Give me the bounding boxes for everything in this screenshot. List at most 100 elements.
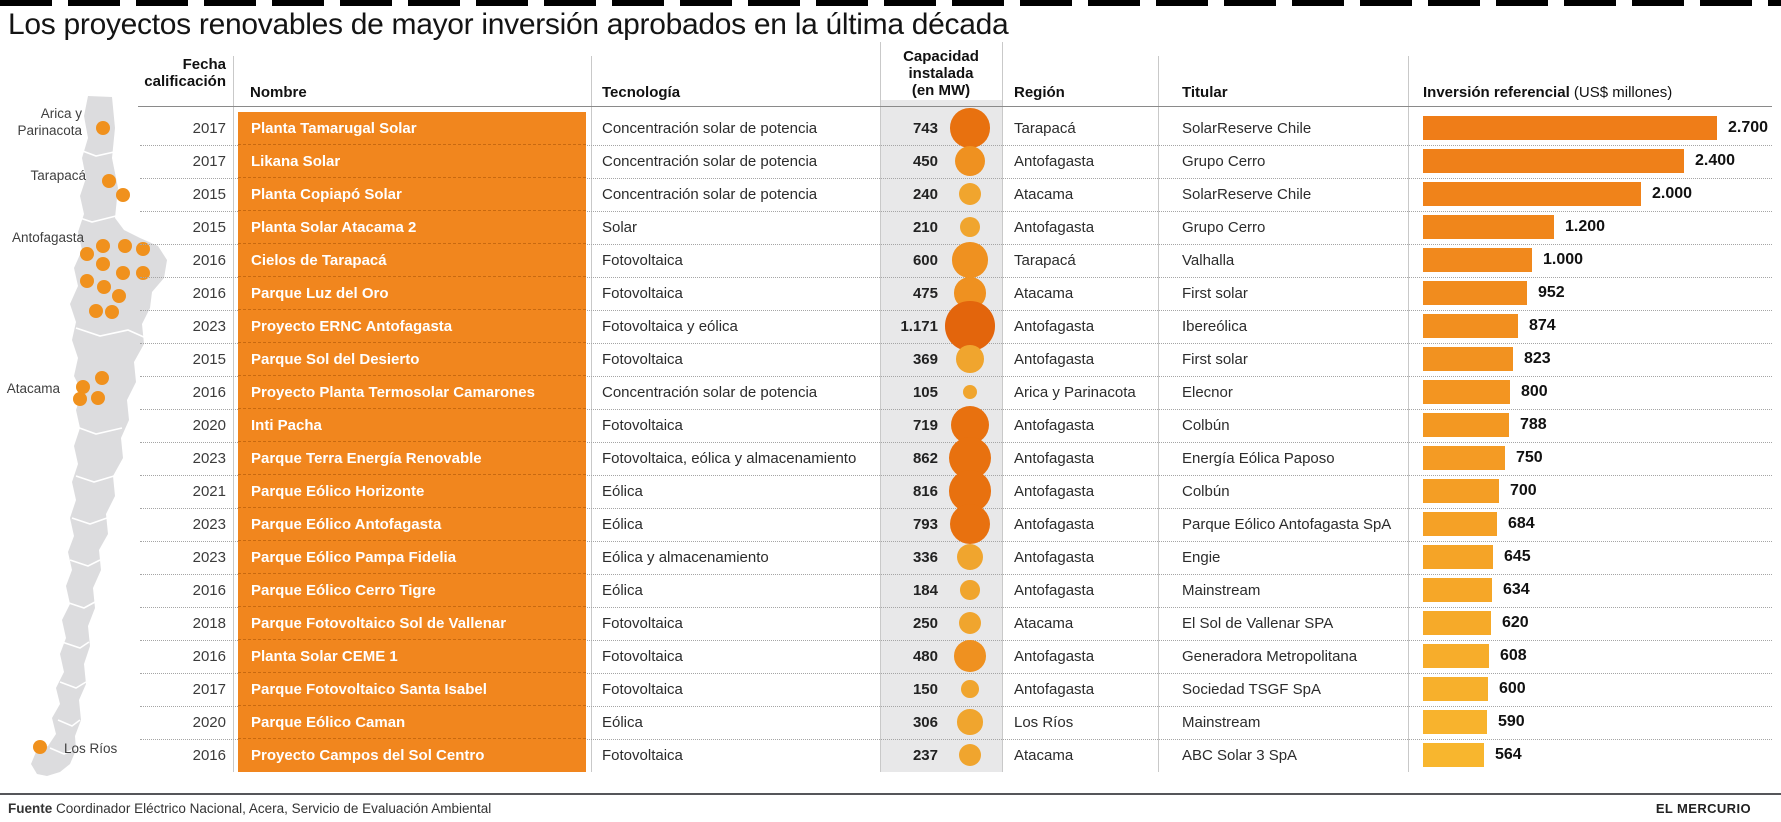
inversion-value: 634 [1503,580,1530,598]
capacidad-value: 480 [912,647,938,665]
inversion-bar [1423,545,1493,569]
titular-cell: Mainstream [1182,581,1261,599]
region-cell: Atacama [1014,614,1074,632]
chile-map-outline [31,96,167,776]
capacidad-value: 237 [912,746,938,764]
tecnologia-cell: Concentración solar de potencia [602,119,818,137]
source-note: Fuente Coordinador Eléctrico Nacional, A… [8,801,491,816]
inversion-bar [1423,314,1518,338]
inversion-bar [1423,347,1513,371]
capacidad-value: 336 [912,548,938,566]
region-cell: Antofagasta [1014,317,1095,335]
row-separator [140,540,1772,542]
row-separator [140,705,1772,707]
region-cell: Tarapacá [1014,251,1076,269]
column-divider [1158,56,1159,772]
titular-cell: SolarReserve Chile [1182,119,1312,137]
row-separator [140,144,1772,146]
region-cell: Antofagasta [1014,218,1095,236]
region-cell: Antofagasta [1014,515,1095,533]
capacidad-bubble [958,743,982,767]
region-cell: Antofagasta [1014,152,1095,170]
project-dot [96,257,110,271]
capacidad-value: 240 [912,185,938,203]
capacidad-bubble [950,108,990,148]
region-borders [49,149,147,755]
tecnologia-cell: Concentración solar de potencia [602,185,818,203]
fecha-cell: 2023 [192,317,226,335]
project-dot [96,239,110,253]
inversion-value: 2.000 [1652,184,1693,202]
fecha-cell: 2016 [192,647,226,665]
titular-cell: First solar [1182,284,1248,302]
col-header-inversion-unit: (US$ millones) [1569,84,1673,101]
capacidad-value: 793 [912,515,938,533]
col-header-fecha-line2: calificación [144,73,226,90]
inversion-bar [1423,281,1527,305]
col-header-inversion: Inversión referencial (US$ millones) [1423,84,1672,101]
project-dot [76,380,90,394]
footer-divider [0,793,1781,795]
inversion-bar [1423,677,1488,701]
nombre-cell: Inti Pacha [238,408,586,442]
fecha-cell: 2017 [192,119,226,137]
inversion-bar [1423,512,1497,536]
inversion-bar [1423,479,1499,503]
inversion-value: 2.700 [1728,118,1769,136]
titular-cell: Parque Eólico Antofagasta SpA [1182,515,1392,533]
nombre-cell: Parque Eólico Pampa Fidelia [238,540,586,574]
inversion-value: 800 [1521,382,1548,400]
col-header-fecha-line1: Fecha [182,56,226,73]
map-label-antofagasta: Antofagasta [11,230,84,245]
region-cell: Antofagasta [1014,548,1095,566]
inversion-value: 564 [1495,745,1522,763]
capacidad-value: 862 [912,449,938,467]
nombre-cell: Parque Fotovoltaico Santa Isabel [238,672,586,706]
project-dot [80,274,94,288]
inversion-bar [1423,248,1532,272]
column-divider [233,56,234,772]
titular-cell: Colbún [1182,416,1230,434]
credit-label: EL MERCURIO [1655,801,1751,816]
tecnologia-cell: Concentración solar de potencia [602,383,818,401]
nombre-cell: Planta Tamarugal Solar [238,111,586,145]
nombre-cell: Parque Sol del Desierto [238,342,586,376]
inversion-bar [1423,710,1487,734]
col-header-inversion-bold: Inversión referencial [1423,84,1570,101]
capacidad-value: 743 [912,119,938,137]
inversion-bar [1423,182,1641,206]
titular-cell: First solar [1182,350,1248,368]
capacidad-bubble [960,580,980,600]
capacidad-bubble [954,640,986,672]
col-header-tecnologia: Tecnología [602,84,681,101]
column-divider [880,42,881,772]
titular-cell: Sociedad TSGF SpA [1182,680,1321,698]
tecnologia-cell: Eólica [602,713,643,731]
tecnologia-cell: Eólica y almacenamiento [602,548,769,566]
capacidad-value: 816 [912,482,938,500]
col-header-nombre: Nombre [250,84,307,101]
project-dot [116,266,130,280]
tecnologia-cell: Fotovoltaica y eólica [602,317,738,335]
region-cell: Tarapacá [1014,119,1076,137]
capacidad-value: 1.171 [900,317,938,335]
inversion-bar [1423,446,1505,470]
titular-cell: Generadora Metropolitana [1182,647,1358,665]
region-cell: Antofagasta [1014,680,1095,698]
nombre-cell: Planta Solar Atacama 2 [238,210,586,244]
titular-cell: SolarReserve Chile [1182,185,1312,203]
chile-map [31,96,167,776]
fecha-cell: 2023 [192,449,226,467]
project-dot [89,304,103,318]
row-separator [140,408,1772,410]
inversion-value: 684 [1508,514,1535,532]
col-header-fecha: Fecha calificación [118,56,226,90]
project-dot [91,391,105,405]
row-separator [140,738,1772,740]
map-label-atacama: Atacama [6,381,60,396]
project-dot [105,305,119,319]
row-separator [140,639,1772,641]
titular-cell: El Sol de Vallenar SPA [1182,614,1334,632]
fecha-cell: 2023 [192,515,226,533]
project-dot [116,188,130,202]
